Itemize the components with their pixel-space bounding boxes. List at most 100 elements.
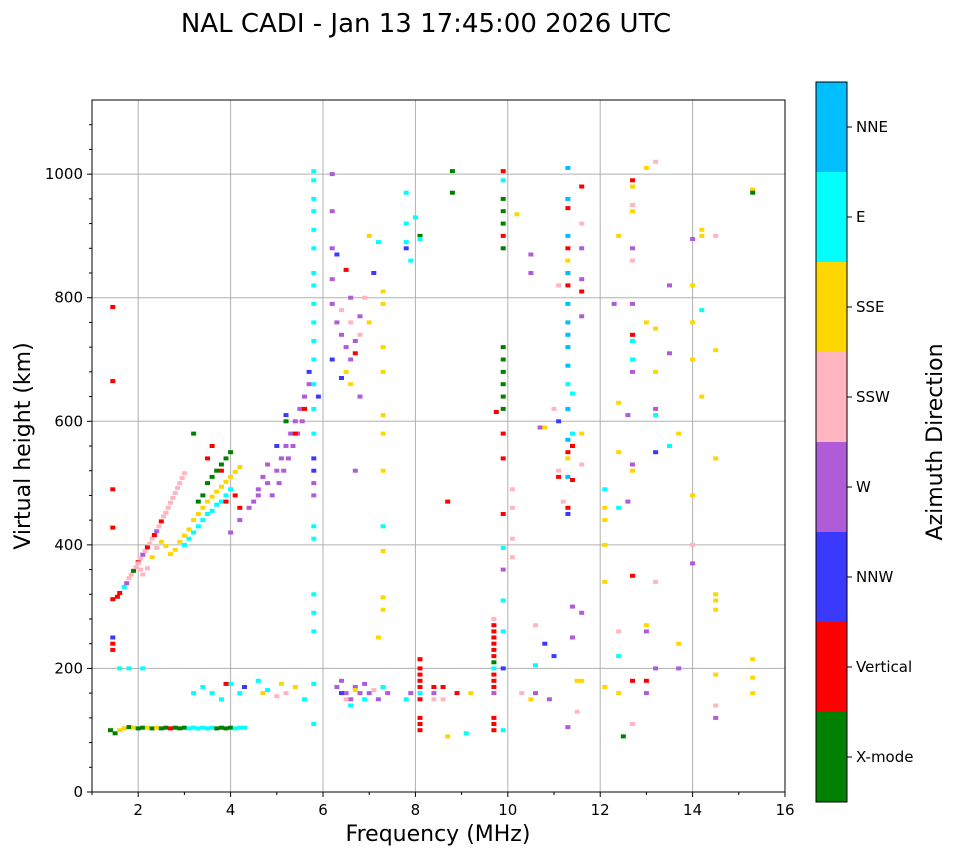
data-point xyxy=(265,481,271,486)
data-point xyxy=(750,675,756,680)
data-point xyxy=(713,607,719,612)
data-point xyxy=(491,715,497,720)
data-point xyxy=(491,617,497,621)
data-point xyxy=(491,641,497,646)
data-point xyxy=(200,685,206,689)
data-point xyxy=(676,431,682,436)
data-point xyxy=(556,474,562,479)
data-point xyxy=(110,305,116,309)
data-point xyxy=(126,576,132,581)
data-point xyxy=(491,722,497,726)
data-point xyxy=(519,691,525,696)
data-point xyxy=(117,591,123,595)
data-point xyxy=(616,450,622,455)
data-point xyxy=(232,469,238,474)
data-point xyxy=(500,357,506,362)
x-tick-label: 6 xyxy=(318,801,328,819)
data-point xyxy=(449,190,455,195)
data-point xyxy=(602,542,608,547)
data-point xyxy=(110,641,116,646)
data-point xyxy=(579,184,585,189)
data-point xyxy=(630,184,635,189)
data-point xyxy=(468,691,474,696)
data-point xyxy=(311,493,317,498)
data-point xyxy=(690,237,696,241)
data-point xyxy=(579,289,585,294)
data-point xyxy=(170,495,176,500)
data-point xyxy=(168,726,173,731)
data-point xyxy=(602,685,608,689)
data-point xyxy=(565,301,571,306)
data-point xyxy=(223,499,229,504)
colorbar-segment xyxy=(816,532,847,622)
data-point xyxy=(500,196,506,201)
data-point xyxy=(537,425,543,430)
data-point xyxy=(283,413,289,418)
data-point xyxy=(334,685,340,689)
data-point xyxy=(533,623,538,628)
data-point xyxy=(630,301,635,306)
data-point xyxy=(565,283,571,288)
data-point xyxy=(339,376,344,380)
data-point xyxy=(357,332,363,337)
data-point xyxy=(616,691,622,696)
data-points xyxy=(108,159,756,739)
data-point xyxy=(163,510,169,515)
data-point xyxy=(126,666,132,671)
data-point xyxy=(228,474,234,479)
data-point xyxy=(110,525,116,530)
data-point xyxy=(121,726,127,731)
data-point xyxy=(500,666,506,671)
data-point xyxy=(237,518,243,523)
data-point xyxy=(375,635,381,640)
data-point xyxy=(556,419,562,424)
data-point xyxy=(161,514,167,519)
data-point xyxy=(311,169,317,174)
data-point xyxy=(616,400,622,405)
data-point xyxy=(491,666,497,671)
data-point xyxy=(329,209,335,214)
data-point xyxy=(630,246,635,251)
data-point xyxy=(154,529,160,534)
data-point xyxy=(348,697,354,702)
data-point xyxy=(667,283,672,288)
y-tick-label: 800 xyxy=(54,289,83,307)
data-point xyxy=(269,493,275,498)
data-point xyxy=(565,271,571,275)
data-point xyxy=(500,598,506,603)
data-point xyxy=(542,641,548,646)
data-point xyxy=(110,635,116,640)
data-point xyxy=(417,237,423,241)
data-point xyxy=(699,394,705,399)
data-point xyxy=(445,734,451,739)
data-point xyxy=(131,568,137,573)
data-point xyxy=(311,246,317,251)
data-point xyxy=(135,561,141,566)
chart-title: NAL CADI - Jan 13 17:45:00 2026 UTC xyxy=(181,9,671,39)
data-point xyxy=(140,725,146,730)
data-point xyxy=(214,468,220,473)
data-point xyxy=(570,604,575,609)
data-point xyxy=(165,505,171,510)
data-point xyxy=(348,703,354,708)
data-point xyxy=(713,672,719,677)
data-point xyxy=(565,456,571,461)
data-point xyxy=(274,694,280,699)
data-point xyxy=(616,505,622,510)
data-point xyxy=(205,726,210,731)
data-point xyxy=(140,552,146,557)
x-tick-label: 4 xyxy=(226,801,236,819)
data-point xyxy=(163,544,169,549)
data-point xyxy=(565,450,571,455)
data-point xyxy=(380,685,386,689)
data-point xyxy=(200,505,206,510)
data-point xyxy=(352,351,358,356)
y-tick-label: 200 xyxy=(54,659,83,677)
data-point xyxy=(380,524,386,529)
data-point xyxy=(366,320,372,325)
data-point xyxy=(713,456,719,461)
data-point xyxy=(144,545,150,550)
data-point xyxy=(237,505,243,510)
data-point xyxy=(556,283,562,288)
data-point xyxy=(311,456,317,461)
